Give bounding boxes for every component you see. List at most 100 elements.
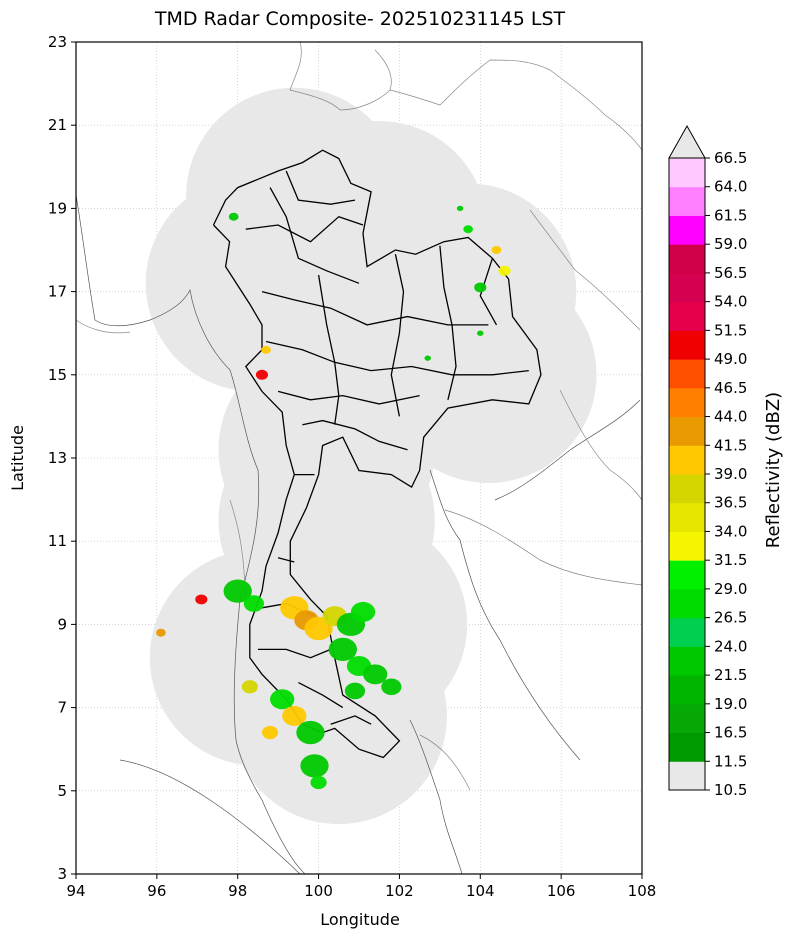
colorbar-tick-label: 36.5 (714, 494, 747, 512)
colorbar-tick-label: 54.0 (714, 293, 747, 311)
colorbar-segment (669, 215, 705, 245)
colorbar-segment (669, 675, 705, 705)
colorbar-tick-label: 44.0 (714, 408, 747, 426)
echo-cell (381, 678, 402, 696)
y-tick-label: 11 (48, 532, 67, 550)
x-tick-label: 106 (547, 882, 576, 900)
y-tick-label: 3 (57, 865, 67, 883)
echo-cell (261, 345, 271, 354)
colorbar-tick-label: 61.5 (714, 206, 747, 224)
echo-cell (350, 601, 376, 622)
echo-cell (223, 579, 252, 603)
y-tick-label: 23 (48, 33, 67, 51)
colorbar-segment (669, 330, 705, 360)
colorbar-tick-label: 19.0 (714, 695, 747, 713)
x-axis-ticks: 94 96 98 100 102 104 106 108 (66, 874, 656, 900)
colorbar-segment (669, 646, 705, 676)
colorbar-segment (669, 474, 705, 504)
colorbar-tick-label: 16.5 (714, 724, 747, 742)
colorbar-segment (669, 272, 705, 303)
colorbar-segment (669, 186, 705, 216)
y-tick-label: 15 (48, 366, 67, 384)
province-boundary (257, 648, 331, 659)
echo-cell (243, 595, 264, 612)
echo-cell (300, 754, 329, 778)
echo-cell (296, 720, 325, 745)
colorbar-tick-label: 29.0 (714, 580, 747, 598)
colorbar-tick-label: 24.0 (714, 637, 747, 655)
province-boundaries (212, 149, 542, 759)
colorbar-tick-label: 46.5 (714, 379, 747, 397)
echo-cell (310, 775, 327, 790)
colorbar-segment (669, 732, 705, 762)
echo-cell (156, 628, 166, 637)
echo-cell (328, 637, 357, 662)
radar-echoes (156, 205, 511, 790)
province-boundary (317, 274, 340, 425)
colorbar-segment (669, 703, 705, 734)
echo-cell (491, 246, 502, 254)
province-boundary (302, 419, 408, 451)
colorbar-tick-label: 66.5 (714, 149, 747, 167)
colorbar-tick-label: 26.5 (714, 609, 747, 627)
echo-cell (304, 616, 333, 641)
colorbar-segment (669, 445, 705, 475)
province-boundary (390, 254, 405, 417)
y-tick-label: 5 (57, 782, 67, 800)
country-borders (76, 42, 642, 791)
colorbar-segment (669, 416, 705, 446)
echo-cell (282, 705, 307, 726)
echo-cell (344, 682, 366, 700)
colorbar-extension (668, 124, 706, 159)
echo-cell (477, 330, 484, 336)
echo-cell (228, 212, 239, 221)
x-tick-label: 108 (628, 882, 657, 900)
echo-cell (270, 689, 295, 710)
y-axis-ticks: 23 21 19 17 15 13 11 9 7 5 3 (48, 33, 76, 883)
province-boundary (261, 290, 489, 326)
colorbar-tick-label: 11.5 (714, 752, 747, 770)
colorbar-segment (669, 617, 705, 647)
radar-coverage (145, 87, 597, 825)
x-tick-label: 94 (66, 882, 85, 900)
x-tick-label: 96 (147, 882, 166, 900)
y-tick-label: 7 (57, 699, 67, 717)
echo-cell (498, 265, 511, 276)
echo-cell (474, 282, 487, 293)
colorbar-segment (669, 502, 705, 532)
x-tick-label: 100 (304, 882, 333, 900)
province-boundary (439, 245, 457, 400)
x-axis-label: Longitude (320, 910, 400, 929)
echo-cell (195, 594, 208, 605)
colorbar-segment (669, 387, 705, 418)
echo-cell (261, 725, 279, 740)
colorbar-tick-label: 21.5 (714, 666, 747, 684)
x-tick-label: 102 (385, 882, 414, 900)
x-tick-label: 98 (228, 882, 247, 900)
colorbar-tick-label: 64.0 (714, 178, 747, 196)
colorbar-segment (669, 158, 705, 188)
province-boundary (245, 215, 364, 243)
echo-cell (363, 664, 388, 685)
colorbar-tick-label: 31.5 (714, 551, 747, 569)
colorbar-tick-label: 39.0 (714, 465, 747, 483)
colorbar-segment (669, 244, 705, 274)
colorbar-segment (669, 531, 705, 561)
province-boundary (277, 557, 295, 563)
radar-coverage-area (271, 121, 488, 338)
echo-cell (241, 680, 258, 694)
colorbar-tick-label: 41.5 (714, 436, 747, 454)
echo-cell (463, 225, 474, 234)
colorbar-segment (669, 301, 705, 331)
province-boundary (479, 258, 498, 326)
province-boundary (277, 390, 420, 405)
colorbar-tick-label: 34.0 (714, 522, 747, 540)
colorbar-tick-label: 59.0 (714, 235, 747, 253)
province-boundary (330, 715, 372, 725)
y-tick-label: 13 (48, 449, 67, 467)
colorbar-segment (669, 560, 705, 590)
colorbar-tick-label: 51.5 (714, 321, 747, 339)
thailand-outline (212, 149, 542, 759)
y-tick-label: 17 (48, 283, 67, 301)
y-tick-label: 21 (48, 116, 67, 134)
